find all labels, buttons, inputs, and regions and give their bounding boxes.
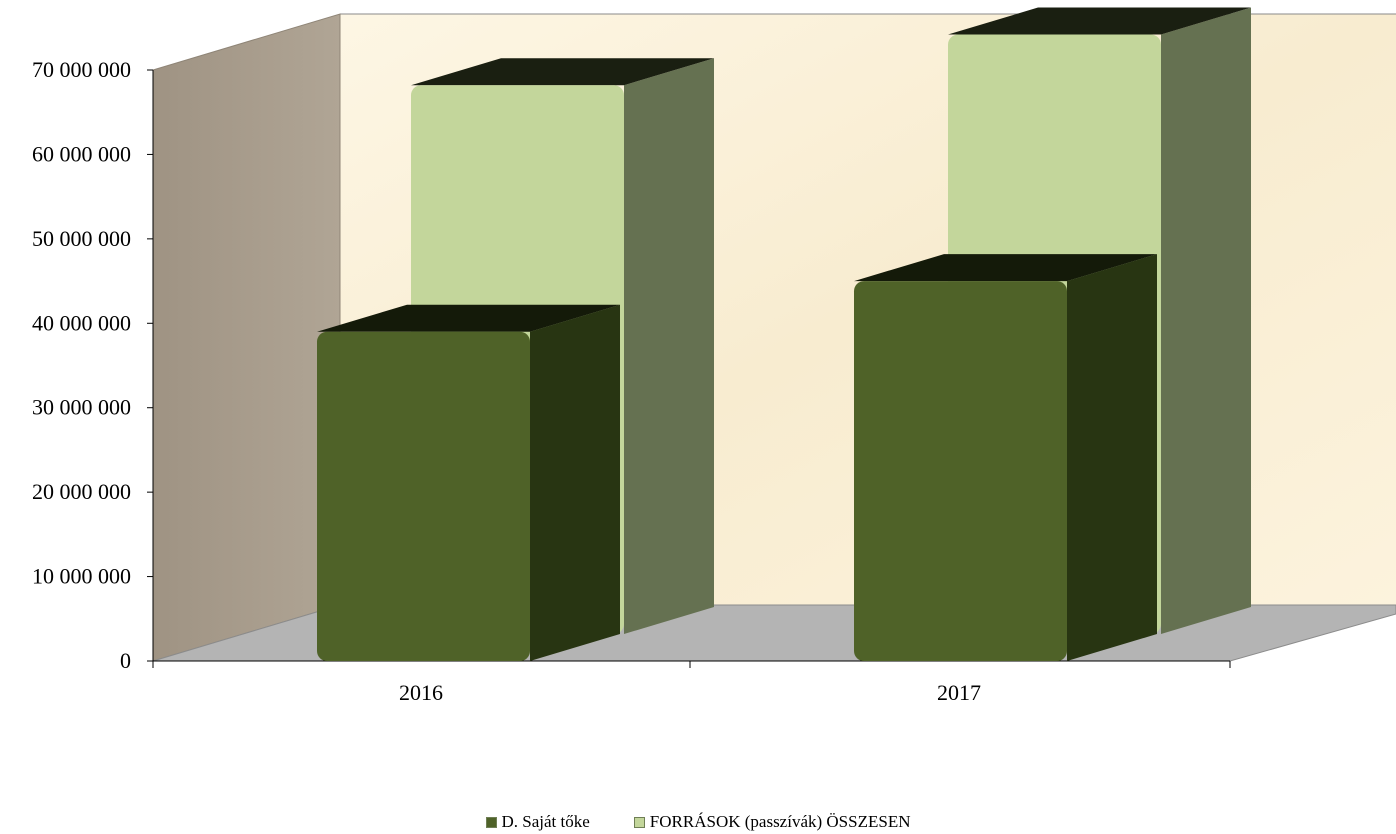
x-tick-label: 2017 — [937, 680, 981, 705]
y-tick-label: 60 000 000 — [32, 141, 131, 166]
legend-item-series-2: FORRÁSOK (passzívák) ÖSSZESEN — [633, 812, 911, 832]
bar-side — [1161, 7, 1251, 635]
y-tick-label: 70 000 000 — [32, 57, 131, 82]
bar-top — [948, 7, 1251, 35]
y-tick-label: 50 000 000 — [32, 226, 131, 251]
bar-sajat-toke-2016 — [317, 304, 620, 661]
bar-front — [317, 331, 530, 661]
y-tick-label: 40 000 000 — [32, 310, 131, 335]
bar-side — [530, 304, 620, 661]
bar-front — [854, 281, 1067, 661]
side-wall — [152, 13, 341, 662]
y-tick-label: 20 000 000 — [32, 479, 131, 504]
bar-side — [624, 58, 714, 634]
x-tick-label: 2016 — [399, 680, 443, 705]
chart-bars — [317, 7, 1251, 662]
y-tick-label: 30 000 000 — [32, 395, 131, 420]
y-tick-label: 0 — [120, 648, 131, 673]
legend-swatch-series-1 — [485, 816, 497, 828]
legend-label-series-2: FORRÁSOK (passzívák) ÖSSZESEN — [649, 812, 911, 831]
chart-plot: 0 10 000 000 20 000 000 30 000 000 40 000 00… — [32, 7, 1396, 705]
bar-top — [317, 304, 620, 332]
legend-swatch-series-2 — [633, 816, 645, 828]
legend-item-series-1: D. Saját tőke — [485, 812, 590, 832]
y-tick-label: 10 000 000 — [32, 564, 131, 589]
bar-side — [1067, 254, 1157, 662]
chart-legend: D. Saját tőke FORRÁSOK (passzívák) ÖSSZE… — [0, 810, 1396, 834]
bar-sajat-toke-2017 — [854, 254, 1157, 662]
bar-top — [854, 254, 1157, 282]
bar-top — [411, 58, 714, 86]
legend-label-series-1: D. Saját tőke — [501, 812, 590, 831]
